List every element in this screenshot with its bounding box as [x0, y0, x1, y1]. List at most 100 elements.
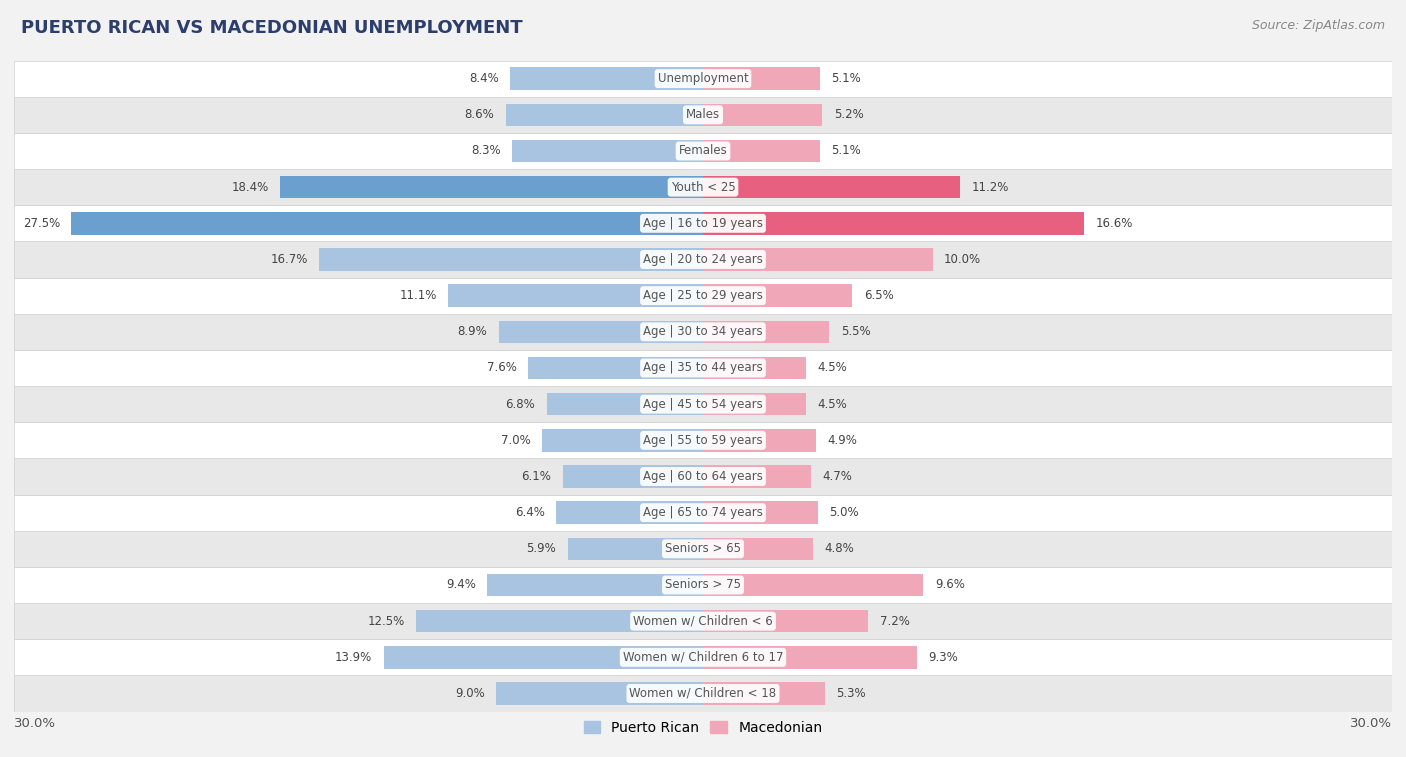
Text: Source: ZipAtlas.com: Source: ZipAtlas.com — [1251, 19, 1385, 32]
Text: 6.1%: 6.1% — [522, 470, 551, 483]
Bar — [319, 248, 703, 271]
Text: Females: Females — [679, 145, 727, 157]
Text: 7.2%: 7.2% — [880, 615, 910, 628]
Bar — [703, 610, 869, 632]
Text: Women w/ Children < 6: Women w/ Children < 6 — [633, 615, 773, 628]
Bar — [703, 212, 1084, 235]
Bar — [14, 386, 1392, 422]
Bar — [703, 429, 815, 451]
Bar — [703, 321, 830, 343]
Text: 7.0%: 7.0% — [501, 434, 531, 447]
Bar — [449, 285, 703, 307]
Text: 27.5%: 27.5% — [22, 217, 60, 230]
Text: Age | 60 to 64 years: Age | 60 to 64 years — [643, 470, 763, 483]
Text: 30.0%: 30.0% — [1350, 717, 1392, 730]
Text: 4.5%: 4.5% — [818, 397, 848, 410]
Text: 12.5%: 12.5% — [367, 615, 405, 628]
Text: 4.7%: 4.7% — [823, 470, 852, 483]
Bar — [529, 357, 703, 379]
Text: 11.2%: 11.2% — [972, 181, 1010, 194]
Text: 6.5%: 6.5% — [863, 289, 893, 302]
Text: 16.7%: 16.7% — [270, 253, 308, 266]
Text: 8.4%: 8.4% — [468, 72, 499, 85]
Bar — [280, 176, 703, 198]
Bar — [496, 682, 703, 705]
Bar — [703, 537, 813, 560]
Bar — [14, 278, 1392, 313]
Text: 8.9%: 8.9% — [457, 326, 486, 338]
Bar — [14, 169, 1392, 205]
Text: Age | 45 to 54 years: Age | 45 to 54 years — [643, 397, 763, 410]
Bar — [703, 393, 807, 416]
Bar — [499, 321, 703, 343]
Text: Age | 55 to 59 years: Age | 55 to 59 years — [643, 434, 763, 447]
Bar — [14, 603, 1392, 639]
Text: Males: Males — [686, 108, 720, 121]
Bar — [703, 357, 807, 379]
Bar — [14, 350, 1392, 386]
Text: 9.3%: 9.3% — [928, 651, 957, 664]
Bar — [703, 104, 823, 126]
Bar — [14, 459, 1392, 494]
Bar — [486, 574, 703, 597]
Bar — [14, 61, 1392, 97]
Text: 13.9%: 13.9% — [335, 651, 373, 664]
Text: 11.1%: 11.1% — [399, 289, 437, 302]
Bar — [14, 494, 1392, 531]
Text: Women w/ Children < 18: Women w/ Children < 18 — [630, 687, 776, 700]
Bar — [703, 682, 825, 705]
Text: 7.6%: 7.6% — [486, 362, 517, 375]
Text: 6.8%: 6.8% — [506, 397, 536, 410]
Bar — [512, 140, 703, 162]
Text: 16.6%: 16.6% — [1095, 217, 1133, 230]
Text: 9.4%: 9.4% — [446, 578, 475, 591]
Text: 18.4%: 18.4% — [232, 181, 269, 194]
Text: Age | 25 to 29 years: Age | 25 to 29 years — [643, 289, 763, 302]
Bar — [543, 429, 703, 451]
Text: Age | 65 to 74 years: Age | 65 to 74 years — [643, 506, 763, 519]
Bar — [14, 675, 1392, 712]
Text: 4.8%: 4.8% — [825, 542, 855, 556]
Bar — [555, 501, 703, 524]
Bar — [703, 501, 818, 524]
Text: Age | 16 to 19 years: Age | 16 to 19 years — [643, 217, 763, 230]
Bar — [14, 422, 1392, 459]
Text: 5.5%: 5.5% — [841, 326, 870, 338]
Text: PUERTO RICAN VS MACEDONIAN UNEMPLOYMENT: PUERTO RICAN VS MACEDONIAN UNEMPLOYMENT — [21, 19, 523, 37]
Text: Seniors > 75: Seniors > 75 — [665, 578, 741, 591]
Text: 8.3%: 8.3% — [471, 145, 501, 157]
Bar — [562, 466, 703, 488]
Bar — [703, 646, 917, 668]
Bar — [703, 248, 932, 271]
Text: 30.0%: 30.0% — [14, 717, 56, 730]
Text: 5.3%: 5.3% — [837, 687, 866, 700]
Bar — [14, 241, 1392, 278]
Text: Age | 35 to 44 years: Age | 35 to 44 years — [643, 362, 763, 375]
Bar — [14, 313, 1392, 350]
Bar — [703, 285, 852, 307]
Text: 9.6%: 9.6% — [935, 578, 965, 591]
Text: 8.6%: 8.6% — [464, 108, 494, 121]
Text: 5.1%: 5.1% — [831, 72, 862, 85]
Bar — [14, 639, 1392, 675]
Text: 5.9%: 5.9% — [526, 542, 555, 556]
Bar — [703, 466, 811, 488]
Bar — [703, 176, 960, 198]
Text: Youth < 25: Youth < 25 — [671, 181, 735, 194]
Bar — [547, 393, 703, 416]
Bar — [416, 610, 703, 632]
Text: Unemployment: Unemployment — [658, 72, 748, 85]
Bar — [510, 67, 703, 90]
Bar — [14, 133, 1392, 169]
Text: 10.0%: 10.0% — [945, 253, 981, 266]
Text: 5.1%: 5.1% — [831, 145, 862, 157]
Text: Women w/ Children 6 to 17: Women w/ Children 6 to 17 — [623, 651, 783, 664]
Bar — [506, 104, 703, 126]
Text: Age | 20 to 24 years: Age | 20 to 24 years — [643, 253, 763, 266]
Bar — [14, 567, 1392, 603]
Bar — [703, 574, 924, 597]
Bar — [568, 537, 703, 560]
Text: 5.0%: 5.0% — [830, 506, 859, 519]
Text: Seniors > 65: Seniors > 65 — [665, 542, 741, 556]
Bar — [703, 67, 820, 90]
